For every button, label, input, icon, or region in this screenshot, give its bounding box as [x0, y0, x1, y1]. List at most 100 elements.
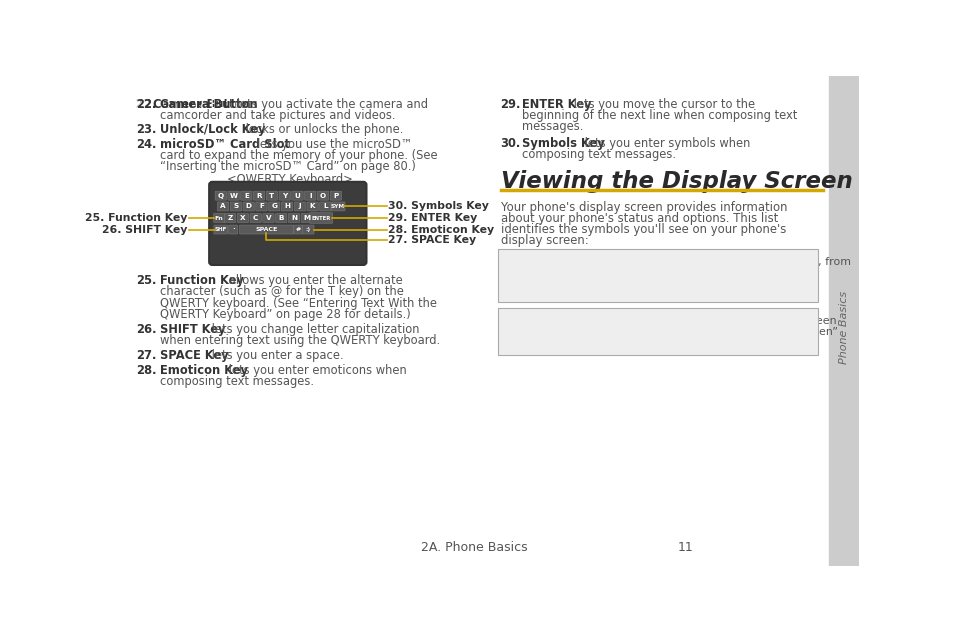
Text: P: P — [333, 193, 338, 198]
Text: 22.: 22. — [136, 98, 165, 111]
Text: locks or unlocks the phone.: locks or unlocks the phone. — [241, 123, 403, 136]
Text: 25. Function Key: 25. Function Key — [85, 213, 187, 223]
Text: 24.: 24. — [136, 137, 156, 151]
Text: E: E — [244, 193, 249, 198]
Text: Your phone's display screen provides information: Your phone's display screen provides inf… — [500, 201, 786, 214]
Text: Symbols Key: Symbols Key — [521, 137, 604, 149]
Text: the main menu select: the main menu select — [530, 268, 654, 278]
FancyBboxPatch shape — [253, 191, 265, 200]
Text: 22.: 22. — [136, 98, 156, 111]
Text: G: G — [271, 204, 277, 209]
FancyBboxPatch shape — [294, 225, 303, 234]
FancyBboxPatch shape — [331, 202, 345, 211]
Text: carousel, see section 2B “Navigating the Main Screen”: carousel, see section 2B “Navigating the… — [536, 328, 838, 337]
Text: SHF: SHF — [214, 227, 227, 232]
FancyBboxPatch shape — [497, 249, 818, 301]
Text: 29. ENTER Key: 29. ENTER Key — [388, 213, 476, 223]
Text: S: S — [233, 204, 238, 209]
Text: Emoticon Key: Emoticon Key — [159, 364, 247, 377]
Text: 30. Symbols Key: 30. Symbols Key — [388, 202, 489, 211]
FancyBboxPatch shape — [304, 191, 315, 200]
Text: ·: · — [232, 226, 234, 233]
FancyBboxPatch shape — [317, 191, 329, 200]
FancyBboxPatch shape — [294, 202, 305, 211]
FancyBboxPatch shape — [213, 214, 225, 223]
Text: lets you enter symbols when: lets you enter symbols when — [580, 137, 750, 149]
Text: Camera Button: Camera Button — [152, 98, 251, 111]
Text: SPACE: SPACE — [255, 227, 277, 232]
FancyBboxPatch shape — [239, 225, 294, 234]
Text: 28. Emoticon Key: 28. Emoticon Key — [388, 225, 494, 235]
FancyBboxPatch shape — [266, 191, 277, 200]
Text: I: I — [309, 193, 312, 198]
Text: <QWERTY Keyboard>: <QWERTY Keyboard> — [227, 172, 353, 186]
Text: C: C — [253, 215, 258, 221]
FancyBboxPatch shape — [243, 202, 254, 211]
Text: 27. SPACE Key: 27. SPACE Key — [388, 235, 476, 245]
FancyBboxPatch shape — [240, 191, 252, 200]
FancyBboxPatch shape — [319, 202, 331, 211]
FancyBboxPatch shape — [310, 213, 333, 223]
Text: 23.: 23. — [136, 123, 156, 136]
Text: when entering text using the QWERTY keyboard.: when entering text using the QWERTY keyb… — [159, 334, 439, 347]
FancyBboxPatch shape — [269, 202, 279, 211]
Text: card to expand the memory of your phone. (See: card to expand the memory of your phone.… — [159, 149, 436, 162]
Text: Function Key: Function Key — [159, 274, 243, 287]
Text: L: L — [323, 204, 327, 209]
Text: Note:: Note: — [503, 316, 538, 329]
Text: lets you activate the camera and: lets you activate the camera and — [233, 98, 428, 111]
Text: K: K — [310, 204, 315, 209]
Text: ENTER Key: ENTER Key — [521, 98, 591, 111]
Text: 27.: 27. — [136, 349, 156, 362]
Text: Z: Z — [227, 215, 233, 221]
Text: lets you use the microSD™: lets you use the microSD™ — [253, 137, 412, 151]
Text: Tip:: Tip: — [503, 257, 528, 270]
FancyBboxPatch shape — [497, 308, 818, 355]
Text: composing text messages.: composing text messages. — [521, 148, 676, 161]
Text: SHIFT Key: SHIFT Key — [159, 322, 225, 336]
FancyBboxPatch shape — [213, 225, 228, 234]
Text: 26.: 26. — [136, 322, 156, 336]
Text: 26. SHIFT Key: 26. SHIFT Key — [102, 225, 187, 235]
Text: R: R — [256, 193, 262, 198]
FancyBboxPatch shape — [250, 214, 261, 223]
Text: .: . — [567, 279, 571, 289]
Text: camcorder and take pictures and videos.: camcorder and take pictures and videos. — [159, 109, 395, 122]
Text: 28.: 28. — [136, 364, 156, 377]
Text: To view a list of your phone’s icons and descriptions, from: To view a list of your phone’s icons and… — [530, 257, 850, 267]
Text: :): :) — [306, 227, 311, 232]
FancyBboxPatch shape — [288, 214, 299, 223]
Text: D: D — [246, 204, 252, 209]
Text: SYM: SYM — [331, 204, 345, 209]
Text: about your phone's status and options. This list: about your phone's status and options. T… — [500, 212, 777, 225]
Text: on page 31.: on page 31. — [536, 338, 601, 349]
Text: “Inserting the microSD™ Card” on page 80.): “Inserting the microSD™ Card” on page 80… — [159, 160, 415, 173]
Text: microSD™ Card Slot: microSD™ Card Slot — [159, 137, 290, 151]
FancyBboxPatch shape — [301, 214, 313, 223]
Text: T: T — [269, 193, 274, 198]
Text: F: F — [259, 204, 264, 209]
Text: Q: Q — [217, 193, 224, 198]
FancyBboxPatch shape — [214, 191, 226, 200]
Bar — [828, 76, 858, 566]
Text: QWERTY Keyboard” on page 28 for details.): QWERTY Keyboard” on page 28 for details.… — [159, 308, 410, 321]
Text: display screen:: display screen: — [500, 234, 588, 247]
Text: V: V — [265, 215, 271, 221]
Text: character (such as @ for the T key) on the: character (such as @ for the T key) on t… — [159, 286, 403, 298]
Text: 25.: 25. — [136, 274, 156, 287]
Text: H: H — [284, 204, 290, 209]
Text: M: M — [303, 215, 310, 221]
FancyBboxPatch shape — [229, 225, 237, 234]
FancyBboxPatch shape — [292, 191, 303, 200]
FancyBboxPatch shape — [307, 202, 318, 211]
Text: Glossary: Glossary — [530, 279, 583, 289]
Text: QWERTY keyboard. (See “Entering Text With the: QWERTY keyboard. (See “Entering Text Wit… — [159, 296, 436, 310]
Text: composing text messages.: composing text messages. — [159, 375, 314, 388]
Text: Y: Y — [282, 193, 287, 198]
Text: #: # — [295, 227, 300, 232]
FancyBboxPatch shape — [279, 191, 290, 200]
Text: 2A. Phone Basics: 2A. Phone Basics — [421, 541, 528, 554]
Text: Fn: Fn — [214, 216, 223, 221]
Text: Camera Button: Camera Button — [159, 98, 257, 111]
Text: 30.: 30. — [500, 137, 520, 149]
